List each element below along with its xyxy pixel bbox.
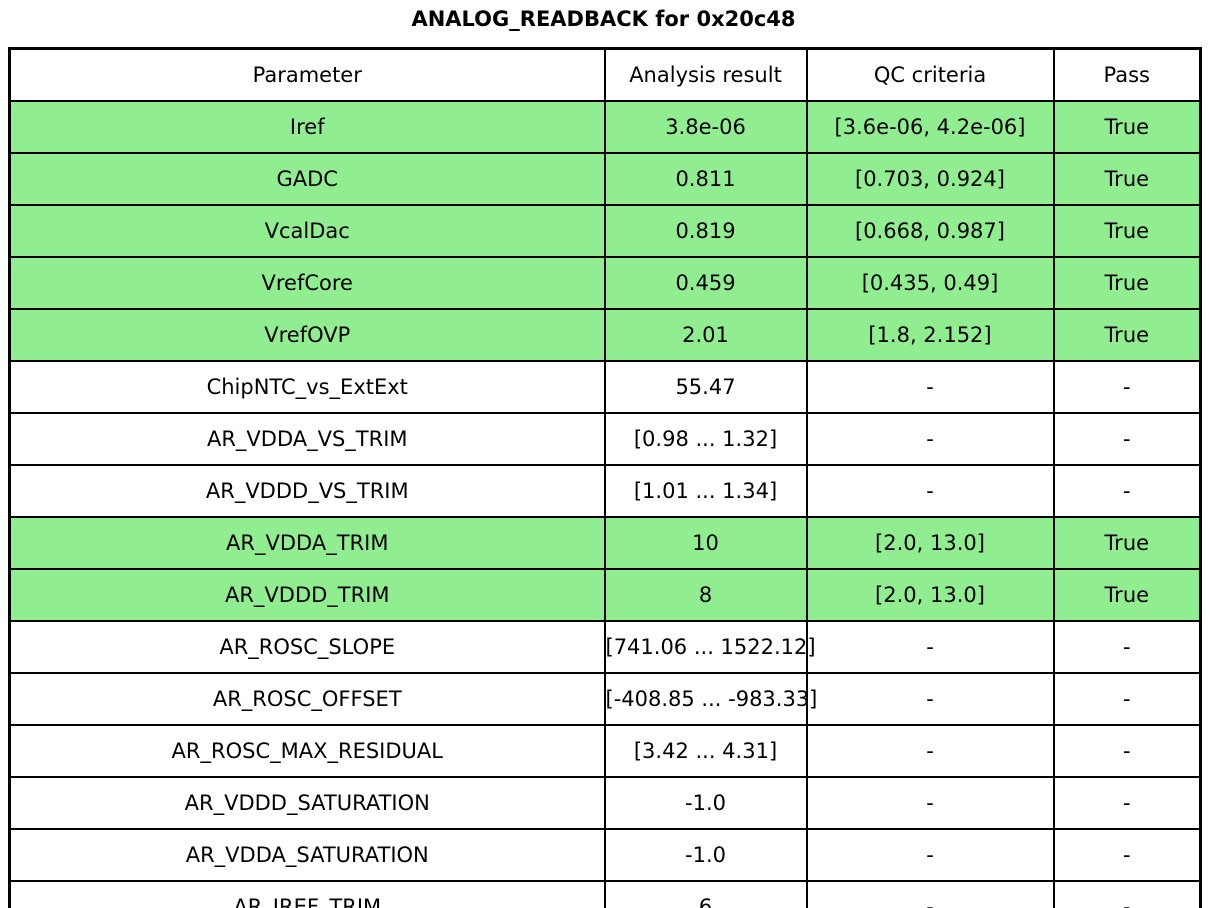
pass-cell: - [1052, 620, 1202, 674]
table-row: AR_VDDA_VS_TRIM [0.98 ... 1.32] - - [8, 412, 1202, 466]
parameter-cell: AR_ROSC_MAX_RESIDUAL [8, 724, 606, 778]
qc-criteria-cell: - [805, 360, 1055, 414]
pass-cell: True [1052, 152, 1202, 206]
pass-cell: True [1052, 516, 1202, 570]
table-row: GADC 0.811 [0.703, 0.924] True [8, 152, 1202, 206]
analysis-result-cell: 0.819 [603, 204, 808, 258]
table-row: AR_ROSC_MAX_RESIDUAL [3.42 ... 4.31] - - [8, 724, 1202, 778]
parameter-cell: VrefOVP [8, 308, 606, 362]
pass-cell: True [1052, 568, 1202, 622]
qc-criteria-cell: [0.668, 0.987] [805, 204, 1055, 258]
pass-cell: True [1052, 100, 1202, 154]
qc-criteria-cell: - [805, 828, 1055, 882]
analysis-result-cell: 0.811 [603, 152, 808, 206]
qc-criteria-cell: - [805, 464, 1055, 518]
pass-cell: - [1052, 360, 1202, 414]
parameter-cell: VrefCore [8, 256, 606, 310]
analysis-result-cell: 55.47 [603, 360, 808, 414]
table-row: AR_VDDA_SATURATION -1.0 - - [8, 828, 1202, 882]
parameter-cell: AR_VDDD_TRIM [8, 568, 606, 622]
col-header-parameter: Parameter [8, 47, 606, 102]
parameter-cell: AR_VDDA_VS_TRIM [8, 412, 606, 466]
analysis-result-cell: [3.42 ... 4.31] [603, 724, 808, 778]
parameter-cell: AR_ROSC_OFFSET [8, 672, 606, 726]
qc-criteria-cell: - [805, 880, 1055, 908]
table-body: Iref 3.8e-06 [3.6e-06, 4.2e-06] True GAD… [8, 100, 1202, 908]
qc-criteria-cell: - [805, 724, 1055, 778]
analysis-result-cell: 10 [603, 516, 808, 570]
pass-cell: True [1052, 204, 1202, 258]
table-row: VrefOVP 2.01 [1.8, 2.152] True [8, 308, 1202, 362]
table-row: AR_IREF_TRIM 6 - - [8, 880, 1202, 908]
qc-criteria-cell: [2.0, 13.0] [805, 568, 1055, 622]
qc-criteria-cell: [2.0, 13.0] [805, 516, 1055, 570]
pass-cell: - [1052, 412, 1202, 466]
col-header-qc-criteria: QC criteria [805, 47, 1055, 102]
qc-criteria-cell: [3.6e-06, 4.2e-06] [805, 100, 1055, 154]
table-header: Parameter Analysis result QC criteria Pa… [8, 47, 1202, 102]
analysis-result-cell: 2.01 [603, 308, 808, 362]
analysis-result-cell: 6 [603, 880, 808, 908]
analysis-result-cell: -1.0 [603, 776, 808, 830]
pass-cell: - [1052, 880, 1202, 908]
qc-criteria-cell: - [805, 672, 1055, 726]
qc-criteria-cell: [0.435, 0.49] [805, 256, 1055, 310]
table-row: AR_VDDD_VS_TRIM [1.01 ... 1.34] - - [8, 464, 1202, 518]
qc-criteria-cell: - [805, 776, 1055, 830]
analysis-result-cell: 8 [603, 568, 808, 622]
pass-cell: True [1052, 308, 1202, 362]
analysis-result-cell: 3.8e-06 [603, 100, 808, 154]
parameter-cell: AR_ROSC_SLOPE [8, 620, 606, 674]
parameter-cell: AR_VDDD_SATURATION [8, 776, 606, 830]
pass-cell: True [1052, 256, 1202, 310]
table-row: Iref 3.8e-06 [3.6e-06, 4.2e-06] True [8, 100, 1202, 154]
analysis-result-cell: [0.98 ... 1.32] [603, 412, 808, 466]
table-row: VrefCore 0.459 [0.435, 0.49] True [8, 256, 1202, 310]
analysis-result-cell: 0.459 [603, 256, 808, 310]
table-row: AR_VDDD_TRIM 8 [2.0, 13.0] True [8, 568, 1202, 622]
table-row: VcalDac 0.819 [0.668, 0.987] True [8, 204, 1202, 258]
table-row: AR_ROSC_SLOPE [741.06 ... 1522.12] - - [8, 620, 1202, 674]
parameter-cell: AR_VDDD_VS_TRIM [8, 464, 606, 518]
table-row: ChipNTC_vs_ExtExt 55.47 - - [8, 360, 1202, 414]
page-title: ANALOG_READBACK for 0x20c48 [411, 7, 796, 31]
parameter-cell: Iref [8, 100, 606, 154]
pass-cell: - [1052, 828, 1202, 882]
parameter-cell: AR_IREF_TRIM [8, 880, 606, 908]
qc-criteria-cell: [0.703, 0.924] [805, 152, 1055, 206]
parameter-cell: VcalDac [8, 204, 606, 258]
table-row: AR_VDDA_TRIM 10 [2.0, 13.0] True [8, 516, 1202, 570]
parameter-cell: GADC [8, 152, 606, 206]
table-row: AR_ROSC_OFFSET [-408.85 ... -983.33] - - [8, 672, 1202, 726]
pass-cell: - [1052, 672, 1202, 726]
analysis-result-cell: [1.01 ... 1.34] [603, 464, 808, 518]
header-row: Parameter Analysis result QC criteria Pa… [8, 47, 1202, 102]
parameter-cell: AR_VDDA_SATURATION [8, 828, 606, 882]
parameter-cell: AR_VDDA_TRIM [8, 516, 606, 570]
parameter-cell: ChipNTC_vs_ExtExt [8, 360, 606, 414]
qc-results-table: Parameter Analysis result QC criteria Pa… [8, 47, 1202, 908]
qc-criteria-cell: - [805, 412, 1055, 466]
col-header-pass: Pass [1052, 47, 1202, 102]
analysis-result-cell: [741.06 ... 1522.12] [603, 620, 816, 674]
qc-criteria-cell: [1.8, 2.152] [805, 308, 1055, 362]
pass-cell: - [1052, 776, 1202, 830]
analysis-result-cell: [-408.85 ... -983.33] [603, 672, 817, 726]
pass-cell: - [1052, 724, 1202, 778]
analysis-result-cell: -1.0 [603, 828, 808, 882]
table-row: AR_VDDD_SATURATION -1.0 - - [8, 776, 1202, 830]
qc-criteria-cell: - [805, 620, 1055, 674]
col-header-analysis-result: Analysis result [603, 47, 808, 102]
pass-cell: - [1052, 464, 1202, 518]
